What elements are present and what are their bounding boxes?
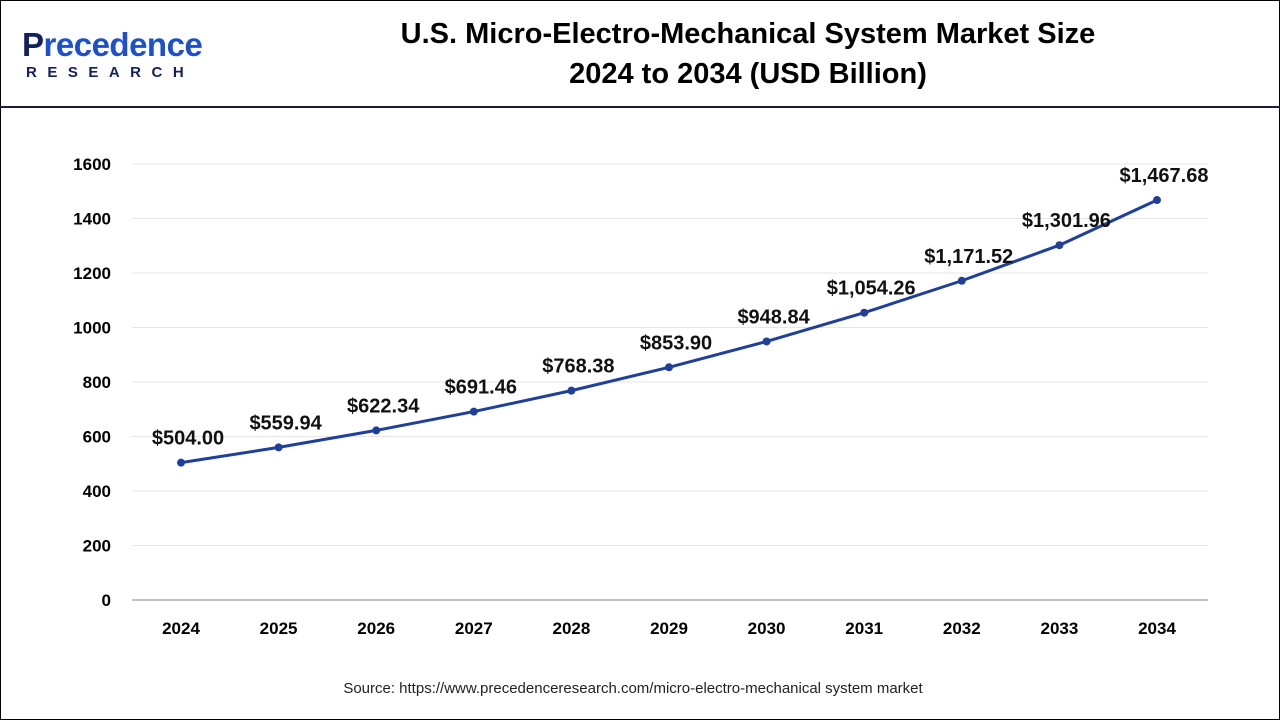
y-tick-label: 200 [83, 537, 111, 556]
data-label: $559.94 [249, 412, 322, 434]
chart-title: U.S. Micro-Electro-Mechanical System Mar… [380, 14, 1116, 94]
data-point [372, 426, 381, 435]
data-label: $1,054.26 [827, 278, 916, 300]
y-tick-label: 1000 [73, 319, 111, 338]
data-label: $948.84 [737, 306, 810, 328]
precedence-research-logo: Precedence RESEARCH [22, 26, 203, 82]
y-tick-label: 1400 [73, 210, 111, 229]
x-tick-label: 2025 [260, 619, 298, 638]
y-tick-label: 0 [102, 591, 111, 610]
source-note: Source: https://www.precedenceresearch.c… [343, 680, 923, 697]
data-label: $768.38 [542, 356, 614, 378]
x-tick-label: 2031 [845, 619, 883, 638]
data-point [665, 363, 673, 372]
x-tick-label: 2028 [552, 619, 590, 638]
x-tick-label: 2033 [1040, 619, 1078, 638]
data-point [762, 337, 771, 346]
data-point [1055, 241, 1064, 250]
data-label: $853.90 [640, 332, 712, 354]
title-line-2: 2024 to 2034 (USD Billion) [569, 58, 927, 90]
data-point [567, 386, 576, 395]
data-label: $1,171.52 [924, 246, 1013, 268]
y-tick-label: 600 [83, 428, 111, 447]
x-tick-label: 2027 [455, 619, 493, 638]
data-label: $1,467.68 [1120, 165, 1209, 187]
data-point [177, 458, 185, 467]
header: Precedence RESEARCH U.S. Micro-Electro-M… [0, 0, 1280, 108]
data-label: $622.34 [347, 395, 420, 417]
data-point [469, 407, 478, 416]
x-tick-label: 2029 [650, 619, 688, 638]
y-tick-label: 800 [83, 373, 111, 392]
y-tick-label: 1200 [73, 264, 111, 283]
data-point [1153, 196, 1161, 205]
data-label: $504.00 [152, 428, 224, 450]
y-tick-label: 1600 [73, 155, 111, 174]
data-label: $691.46 [445, 377, 517, 399]
x-tick-label: 2032 [943, 619, 981, 638]
x-tick-label: 2034 [1138, 619, 1176, 638]
x-tick-label: 2024 [162, 619, 200, 638]
x-tick-label: 2026 [357, 619, 395, 638]
title-line-1: U.S. Micro-Electro-Mechanical System Mar… [400, 18, 1096, 50]
data-point [860, 308, 869, 317]
data-point [957, 276, 966, 285]
x-tick-label: 2030 [748, 619, 786, 638]
data-point [274, 443, 283, 452]
data-label: $1,301.96 [1022, 210, 1111, 232]
y-tick-label: 400 [83, 482, 111, 501]
